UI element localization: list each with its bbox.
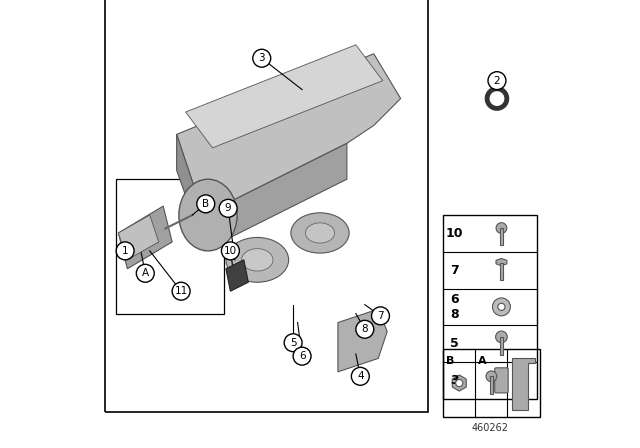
Polygon shape: [177, 134, 204, 246]
Text: 6
8: 6 8: [450, 293, 459, 321]
Polygon shape: [452, 375, 466, 391]
Ellipse shape: [179, 179, 237, 251]
Text: 10: 10: [445, 227, 463, 240]
Text: A: A: [141, 268, 149, 278]
FancyBboxPatch shape: [495, 368, 508, 393]
Bar: [105, 0, 428, 412]
Circle shape: [116, 242, 134, 260]
Ellipse shape: [226, 237, 289, 282]
Ellipse shape: [305, 223, 335, 243]
Polygon shape: [338, 309, 387, 372]
Circle shape: [496, 223, 507, 233]
Circle shape: [197, 195, 215, 213]
Polygon shape: [204, 143, 347, 251]
Ellipse shape: [242, 249, 273, 271]
Text: 10: 10: [224, 246, 237, 256]
Text: 6: 6: [299, 351, 305, 361]
Circle shape: [486, 371, 497, 382]
Text: 4: 4: [357, 371, 364, 381]
Circle shape: [351, 367, 369, 385]
Bar: [500, 337, 503, 355]
Text: 7: 7: [377, 311, 384, 321]
Text: 5: 5: [450, 337, 459, 350]
Text: A: A: [477, 356, 486, 366]
Text: 11: 11: [175, 286, 188, 296]
Circle shape: [253, 49, 271, 67]
Polygon shape: [512, 358, 534, 410]
Polygon shape: [118, 206, 172, 269]
Circle shape: [219, 199, 237, 217]
Polygon shape: [177, 54, 401, 215]
Text: 8: 8: [362, 324, 368, 334]
Circle shape: [293, 347, 311, 365]
Text: B: B: [202, 199, 209, 209]
Polygon shape: [186, 45, 383, 148]
Bar: [500, 263, 503, 280]
Circle shape: [284, 334, 302, 352]
Text: 3: 3: [450, 374, 459, 387]
Text: 7: 7: [450, 263, 459, 277]
Polygon shape: [118, 215, 159, 260]
Bar: [443, 349, 540, 417]
Text: 5: 5: [290, 338, 296, 348]
Polygon shape: [496, 258, 507, 266]
Circle shape: [356, 320, 374, 338]
Circle shape: [456, 379, 463, 387]
Circle shape: [172, 282, 190, 300]
Text: 460262: 460262: [472, 423, 509, 433]
Ellipse shape: [291, 213, 349, 253]
Text: 3: 3: [259, 53, 265, 63]
Text: B: B: [445, 356, 454, 366]
Circle shape: [136, 264, 154, 282]
Circle shape: [221, 242, 239, 260]
Bar: [443, 215, 538, 399]
Polygon shape: [226, 260, 248, 291]
Bar: [490, 376, 493, 394]
Text: 9: 9: [225, 203, 232, 213]
Circle shape: [495, 331, 508, 343]
Circle shape: [372, 307, 390, 325]
Circle shape: [493, 298, 511, 316]
Text: 1: 1: [122, 246, 129, 256]
Bar: [500, 228, 503, 245]
Circle shape: [488, 72, 506, 90]
Bar: [116, 179, 224, 314]
Circle shape: [498, 303, 505, 310]
Text: 2: 2: [493, 76, 500, 86]
